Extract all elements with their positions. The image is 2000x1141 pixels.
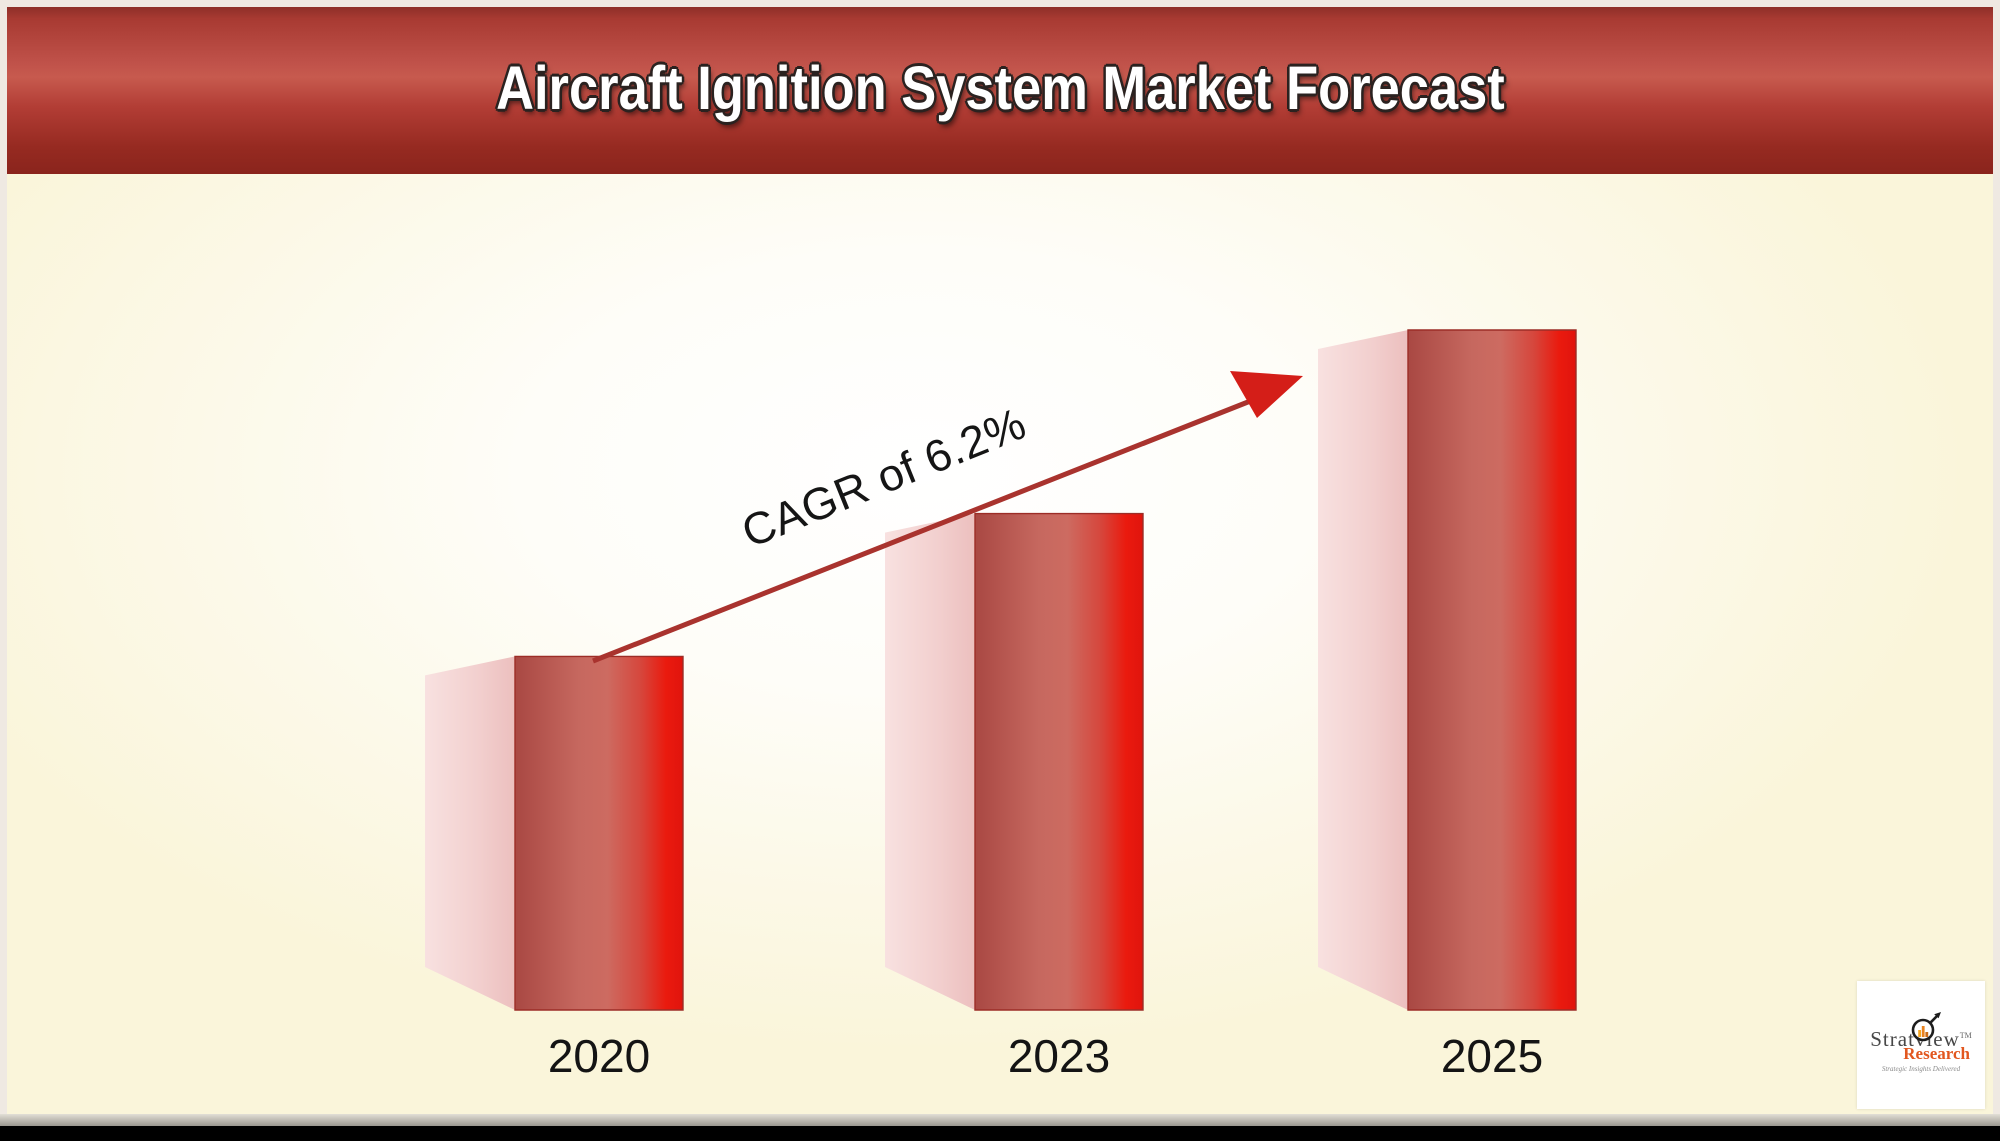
page-title: Aircraft Ignition System Market Forecast — [495, 53, 1505, 122]
magnifier-icon — [1911, 1012, 1941, 1042]
title-banner: Aircraft Ignition System Market Forecast — [7, 7, 1993, 174]
category-label: 2025 — [1441, 1030, 1543, 1082]
logo-trademark: TM — [1959, 1031, 1972, 1040]
stratview-logo: StratviewTM Research Strategic Insights … — [1857, 981, 1985, 1109]
bars-group: 2020 2023 2025 — [425, 329, 1577, 1082]
logo-tagline: Strategic Insights Delivered — [1881, 1065, 1961, 1073]
bar-side-2025 — [1318, 330, 1408, 1010]
letterbox-bar — [0, 1126, 2000, 1141]
logo-research-text: Research — [1903, 1044, 1970, 1063]
bar-front-2023 — [974, 512, 1144, 1011]
bar-front-2025 — [1407, 329, 1577, 1011]
bar-side-2020 — [425, 656, 515, 1010]
category-label: 2023 — [1008, 1030, 1110, 1082]
category-label: 2020 — [548, 1030, 650, 1082]
trend-arrow-head — [1230, 371, 1303, 418]
bottom-divider — [0, 1114, 2000, 1126]
bar-side-2023 — [885, 513, 975, 1010]
logo-bar-icon — [1918, 1030, 1921, 1037]
trend-arrow-line — [592, 397, 1254, 664]
bar-front-2020 — [514, 655, 684, 1011]
